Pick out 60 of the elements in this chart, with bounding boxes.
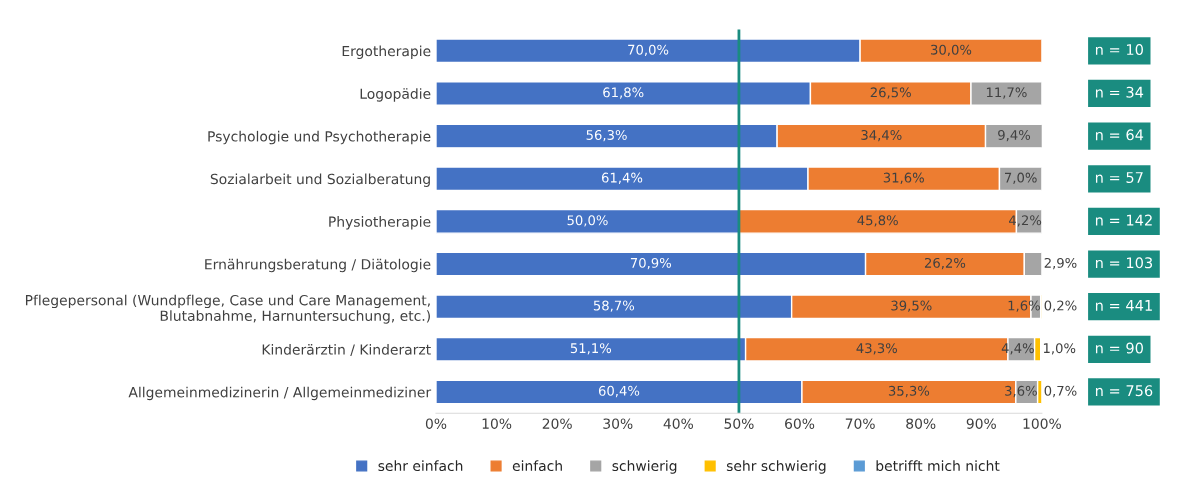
y-tick-label: Logopädie — [360, 88, 431, 102]
x-tick-label: 80% — [906, 418, 936, 429]
y-tick-label: Ernährungsberatung / Diätologie — [205, 258, 431, 273]
data-label: 70,9% — [630, 257, 672, 270]
text: n = 441 — [1095, 300, 1152, 311]
y-tick-label: Pflegepersonal (Wundpflege, Case und Care Management, Blutabnahme, Harnuntersuchung, etc.) — [25, 294, 430, 324]
text: n = 10 — [1095, 44, 1143, 56]
legend-label: sehr einfach — [378, 460, 463, 472]
legend-label: betrifft mich nicht — [876, 460, 1000, 472]
data-label: 43,3% — [856, 343, 897, 355]
y-tick-label: Allgemeinmedizinerin / Allgemeinmediziner — [128, 386, 432, 401]
y-tick-label: Psychologie und Psychotherapie — [208, 130, 431, 145]
y-tick-label: Kinderärztin / Kinderarzt — [262, 344, 431, 356]
x-tick-label: 50% — [724, 418, 754, 429]
y-tick-label: Physiotherapie — [329, 216, 431, 230]
data-label: 39,5% — [891, 300, 932, 312]
text: n = 142 — [1095, 214, 1152, 226]
data-label: 61,8% — [603, 87, 644, 99]
x-tick-label: 60% — [785, 418, 815, 429]
x-tick-label: 70% — [845, 418, 875, 429]
x-tick-label: 10% — [482, 418, 512, 429]
data-label: 9,4% — [998, 129, 1031, 142]
text: n = 90 — [1095, 342, 1143, 354]
data-label: 31,6% — [883, 172, 924, 184]
text: n = 64 — [1095, 129, 1144, 141]
data-label: 30,0% — [931, 44, 972, 57]
data-label: 56,3% — [586, 129, 627, 142]
data-label: 0,2% — [1044, 300, 1077, 312]
data-label: 35,3% — [888, 385, 930, 398]
text: n = 34 — [1095, 86, 1144, 98]
x-tick-label: 100% — [1023, 418, 1061, 429]
data-label: 26,2% — [924, 257, 966, 270]
data-label: 2,9% — [1044, 257, 1077, 270]
bar — [436, 208, 740, 234]
data-label: 11,7% — [986, 87, 1027, 99]
data-label: 61,4% — [601, 172, 643, 184]
text: n = 756 — [1095, 385, 1153, 397]
x-tick-label: 90% — [966, 418, 996, 429]
data-label: 60,4% — [598, 385, 640, 398]
data-label: 0,7% — [1044, 385, 1077, 398]
data-label: 1,0% — [1043, 343, 1076, 355]
data-label: 70,0% — [628, 44, 669, 57]
data-label: 34,4% — [861, 129, 902, 142]
x-tick-label: 0% — [425, 418, 447, 429]
x-tick-label: 40% — [663, 418, 694, 429]
text: n = 57 — [1095, 172, 1143, 183]
data-label: 26,5% — [870, 87, 911, 99]
x-tick-label: 30% — [603, 418, 633, 429]
data-label: 45,8% — [857, 215, 898, 227]
data-label: 58,7% — [593, 300, 635, 312]
legend-label: einfach — [512, 460, 562, 472]
y-tick-label: Ergotherapie — [342, 45, 431, 60]
text: n = 103 — [1095, 257, 1153, 269]
x-tick-label: 20% — [542, 418, 572, 429]
data-label: 50,0% — [567, 215, 608, 227]
legend-label: sehr schwierig — [726, 460, 826, 474]
data-label: 7,0% — [1004, 172, 1037, 184]
legend-label: schwierig — [612, 460, 677, 474]
data-label: 51,1% — [570, 343, 612, 355]
y-tick-label: Sozialarbeit und Sozialberatung — [210, 173, 430, 187]
